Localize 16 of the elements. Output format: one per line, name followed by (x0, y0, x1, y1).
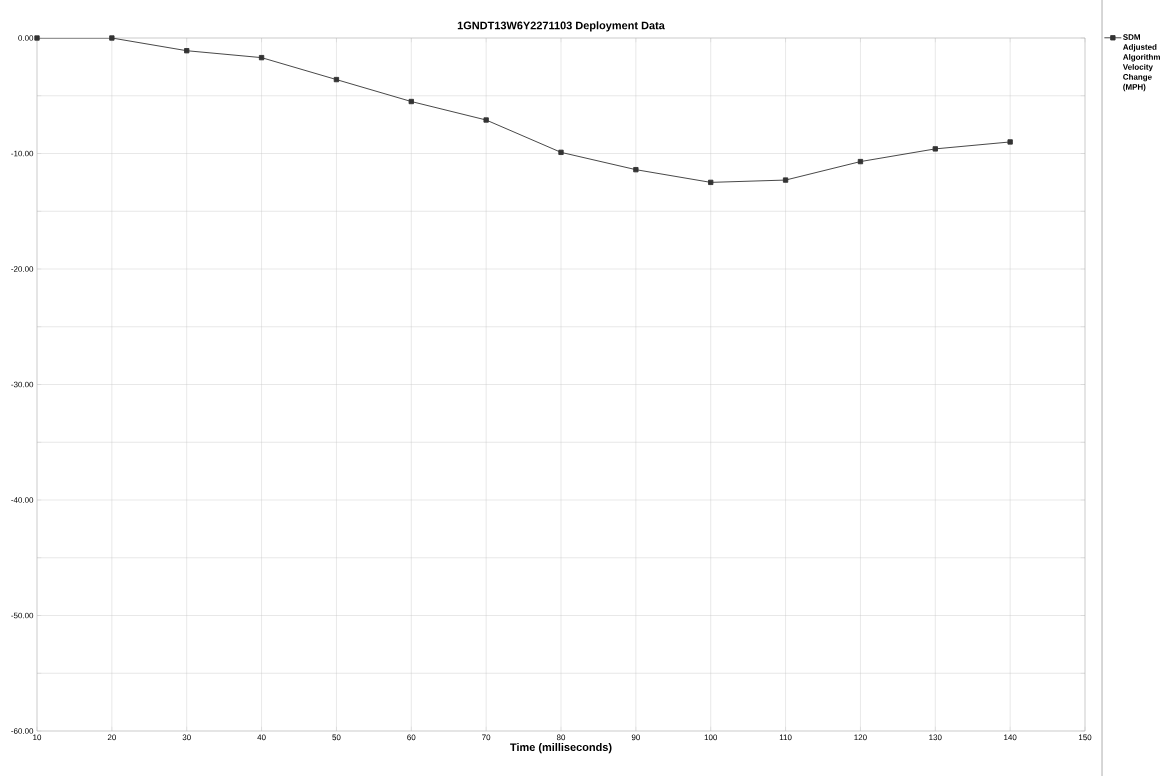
point (408, 98, 414, 105)
point (857, 158, 864, 165)
point (633, 167, 639, 173)
point (1007, 139, 1013, 145)
point (184, 48, 190, 54)
point (333, 76, 340, 83)
x-axis-title: Time (milliseconds) (510, 743, 612, 754)
point (708, 179, 714, 186)
chart-title: 1GNDT13W6Y2271103 Deployment Data (457, 21, 665, 32)
point (558, 149, 564, 155)
point (483, 117, 489, 123)
point (109, 35, 115, 41)
point (932, 146, 938, 152)
point (34, 35, 40, 41)
point (258, 54, 265, 61)
point (782, 177, 789, 183)
